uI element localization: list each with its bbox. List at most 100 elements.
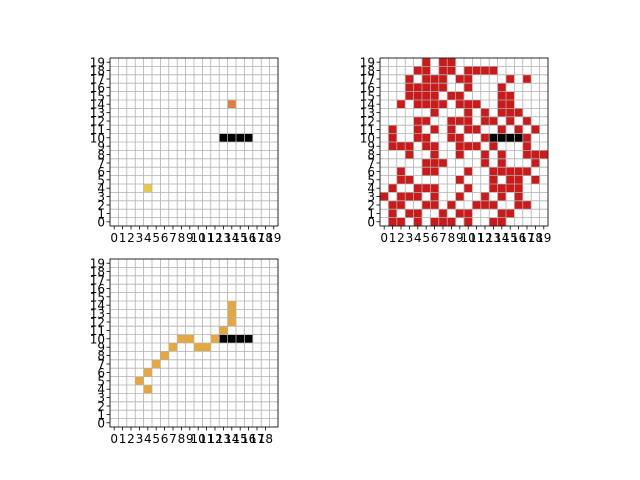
y-tick-label: 2: [367, 199, 375, 213]
y-tick-label: 19: [90, 56, 105, 70]
grid-cell: [405, 83, 414, 92]
grid-cell: [455, 192, 464, 201]
grid-cell: [455, 91, 464, 100]
grid-cell: [202, 343, 211, 352]
x-tick-label: 13: [216, 432, 231, 446]
grid-cell: [455, 133, 464, 142]
grid-cell: [236, 334, 245, 343]
x-tick-label: 5: [152, 231, 160, 245]
y-tick-label: 11: [360, 123, 375, 137]
y-tick-label: 0: [97, 215, 105, 229]
grid-cell: [514, 133, 523, 142]
grid-cell: [480, 108, 490, 117]
y-tick-label: 9: [367, 140, 375, 154]
grid-cell: [413, 133, 422, 142]
x-tick-label: 17: [519, 231, 534, 245]
y-tick-label: 14: [90, 98, 105, 112]
x-tick-label: 2: [397, 231, 405, 245]
x-tick-label: 12: [207, 432, 222, 446]
y-tick-label: 10: [90, 131, 105, 145]
grid-cell: [464, 125, 473, 134]
x-tick-label: 17: [249, 231, 264, 245]
x-tick-label: 6: [161, 432, 169, 446]
y-tick-label: 8: [367, 148, 375, 162]
y-tick-label: 12: [90, 115, 105, 129]
grid-cell: [497, 133, 506, 142]
grid-cell: [413, 125, 422, 134]
grid-cell: [489, 217, 498, 226]
grid-cell: [388, 133, 397, 142]
x-tick-label: 14: [224, 432, 239, 446]
y-tick-label: 7: [97, 358, 105, 372]
grid-cell: [489, 184, 498, 193]
x-tick-label: 18: [528, 231, 543, 245]
grid-cell: [489, 66, 498, 75]
x-tick-label: 9: [456, 231, 464, 245]
grid-cell: [522, 150, 532, 159]
grid-cell: [497, 91, 506, 100]
grid-cell: [236, 133, 245, 142]
grid-cell: [489, 116, 498, 126]
grid-cell: [244, 133, 253, 142]
grid-cell: [497, 209, 506, 218]
grid-cell: [522, 200, 532, 210]
grid-cell: [396, 167, 406, 176]
y-tick-label: 18: [360, 64, 375, 78]
grid-cell: [531, 150, 540, 159]
grid-panel-bottom-left: 0 1 2 3 4 5 6 7 8 9101112131415161718012345678910…: [90, 257, 279, 446]
grid-cell: [531, 125, 540, 134]
y-tick-label: 6: [97, 165, 105, 179]
grid-cell: [447, 66, 456, 75]
grid-cell: [413, 91, 422, 100]
x-tick-label: 4: [144, 432, 152, 446]
grid-cell: [413, 116, 422, 126]
grid-cell: [447, 217, 456, 226]
x-tick-label: 9: [186, 432, 194, 446]
x-tick-label: 7: [169, 432, 177, 446]
grid-cell: [480, 158, 490, 168]
y-tick-label: 2: [97, 400, 105, 414]
y-tick-label: 15: [90, 89, 105, 103]
grid-cell: [143, 385, 152, 394]
grid-cell: [514, 200, 523, 210]
x-tick-label: 2: [127, 231, 135, 245]
grid-cell: [380, 192, 389, 201]
grid-cell: [430, 125, 439, 134]
grid-cell: [455, 150, 464, 159]
grid-cell: [472, 100, 481, 109]
y-tick-label: 13: [90, 307, 105, 321]
grid-panel-top-left: 0 1 2 3 4 5 6 7 8 9101112131415161718190123456789…: [90, 56, 282, 245]
y-tick-label: 17: [90, 274, 105, 288]
x-tick-label: 1: [119, 432, 127, 446]
y-tick-label: 14: [90, 299, 105, 313]
y-tick-label: 9: [97, 341, 105, 355]
y-tick-label: 5: [97, 173, 105, 187]
y-tick-label: 13: [90, 106, 105, 120]
grid-cell: [506, 100, 515, 109]
grid-cell: [497, 100, 506, 109]
grid-cell: [472, 200, 481, 210]
grid-cell: [388, 125, 397, 134]
x-tick-label: 8: [178, 231, 186, 245]
grid-cell: [430, 100, 439, 109]
grid-cell: [422, 158, 431, 168]
grid-cell: [430, 83, 439, 92]
grid-cell: [413, 209, 422, 218]
y-tick-label: 4: [97, 182, 105, 196]
y-tick-label: 16: [90, 81, 105, 95]
y-tick-label: 16: [360, 81, 375, 95]
grid-cell: [422, 200, 431, 210]
grid-cell: [244, 334, 253, 343]
grid-cell: [430, 108, 439, 117]
x-tick-label: 9: [186, 231, 194, 245]
grid-cell: [464, 209, 473, 218]
grid-cell: [447, 133, 456, 142]
grid-cell: [464, 167, 473, 176]
y-tick-label: 1: [367, 207, 375, 221]
grid-cell: [506, 116, 515, 126]
grid-cell: [135, 376, 144, 385]
grid-cell: [405, 175, 414, 184]
y-tick-label: 10: [360, 131, 375, 145]
y-tick-label: 6: [367, 165, 375, 179]
grid-cell: [405, 150, 414, 159]
